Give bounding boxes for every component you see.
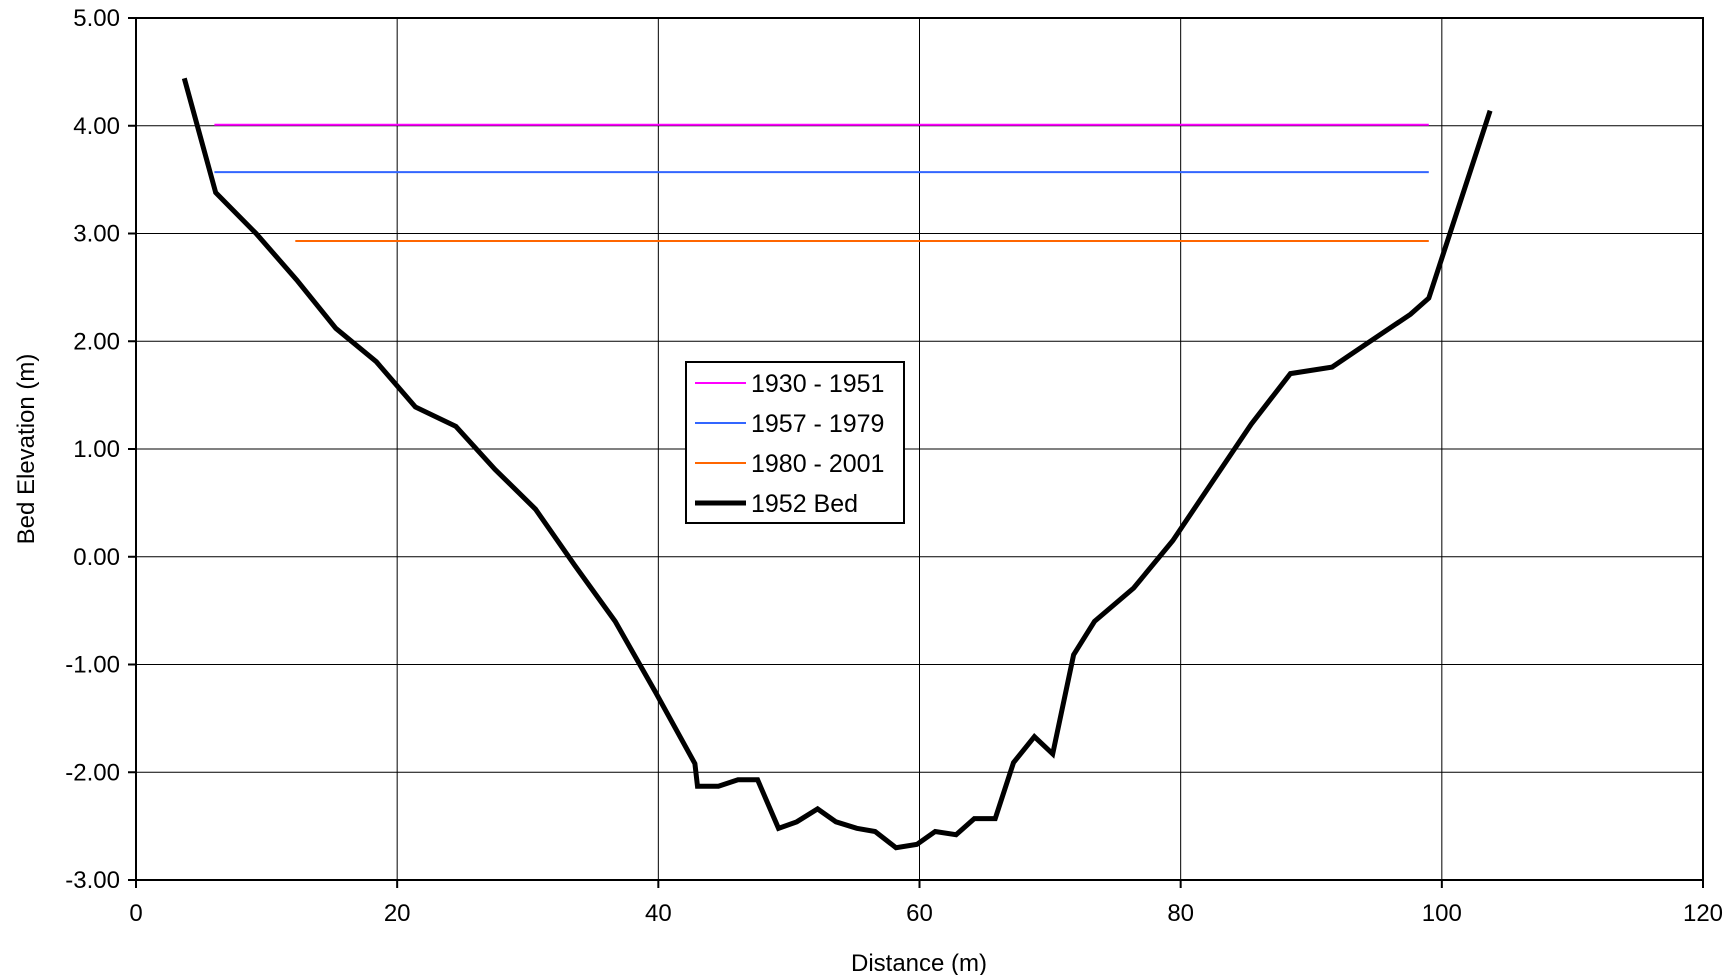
legend-label-1952-bed: 1952 Bed (751, 490, 858, 518)
y-tick-label: -3.00 (65, 867, 120, 894)
y-tick-label: 3.00 (73, 221, 120, 248)
y-tick-label: -2.00 (65, 759, 120, 786)
x-tick-label: 80 (1167, 900, 1194, 927)
axis-ticks: 0 20 40 60 80 100 120 -3.00 -2.00 -1.00 0.00 1.00 2.… (65, 5, 1723, 927)
x-tick-label: 120 (1683, 900, 1723, 927)
x-tick-label: 20 (384, 900, 411, 927)
y-axis-title: Bed Elevation (m) (13, 354, 40, 545)
series-line-1952-bed (181, 77, 1493, 851)
legend-label-1957-1979: 1957 - 1979 (751, 410, 884, 438)
gridlines (136, 18, 1703, 880)
x-tick-label: 40 (645, 900, 672, 927)
legend: 1930 - 1951 1957 - 1979 1980 - 2001 1952… (685, 361, 905, 524)
y-tick-label: -1.00 (65, 652, 120, 679)
legend-label-1980-2001: 1980 - 2001 (751, 450, 884, 478)
x-tick-label: 60 (906, 900, 933, 927)
y-tick-label: 2.00 (73, 328, 120, 355)
series-layer (181, 77, 1493, 851)
y-tick-label: 0.00 (73, 544, 120, 571)
x-axis-title: Distance (m) (851, 950, 987, 975)
legend-label-1930-1951: 1930 - 1951 (751, 370, 884, 398)
y-tick-label: 5.00 (73, 5, 120, 32)
legend-box (685, 361, 905, 524)
y-tick-label: 4.00 (73, 113, 120, 140)
x-tick-label: 100 (1422, 900, 1462, 927)
x-tick-label: 0 (129, 900, 142, 927)
y-tick-label: 1.00 (73, 436, 120, 463)
